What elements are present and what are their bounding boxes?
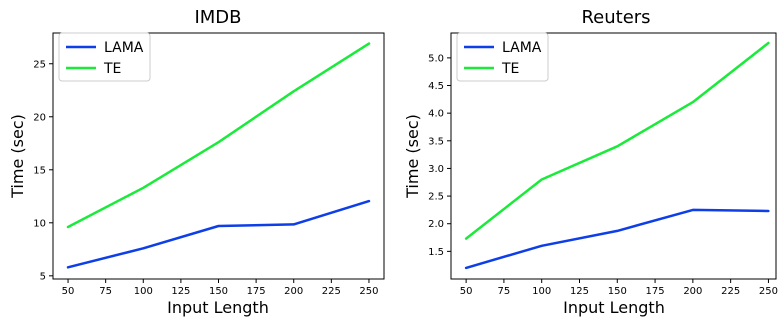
imdb-y-axis-label: Time (sec) bbox=[8, 114, 27, 199]
imdb-y-tick-label: 25 bbox=[33, 59, 46, 70]
reuters-series-te-line bbox=[464, 41, 770, 240]
reuters-y-tick-label: 2.0 bbox=[428, 219, 444, 230]
imdb-x-tick-label: 175 bbox=[247, 286, 266, 297]
imdb-legend-lama-label: LAMA bbox=[104, 40, 144, 56]
reuters-x-tick-label: 175 bbox=[646, 286, 665, 297]
imdb-title: IMDB bbox=[194, 7, 241, 28]
imdb-y-tick-label: 15 bbox=[33, 165, 46, 176]
imdb-x-tick-label: 125 bbox=[171, 286, 190, 297]
reuters-axes-frame bbox=[450, 32, 777, 280]
imdb-legend-te-label: TE bbox=[103, 61, 121, 77]
imdb-series-lama-line bbox=[66, 199, 371, 269]
reuters-x-tick-label: 200 bbox=[683, 286, 702, 297]
reuters-x-tick-label: 75 bbox=[498, 286, 511, 297]
imdb-x-tick-label: 200 bbox=[284, 286, 303, 297]
reuters-y-tick-label: 1.5 bbox=[428, 247, 444, 258]
reuters-x-tick-label: 150 bbox=[608, 286, 627, 297]
imdb-x-tick-label: 75 bbox=[99, 286, 112, 297]
imdb-series-te-line bbox=[66, 42, 371, 229]
reuters-y-tick-label: 3.5 bbox=[428, 136, 444, 147]
imdb-x-tick-label: 225 bbox=[322, 286, 341, 297]
reuters-x-tick-label: 50 bbox=[460, 286, 473, 297]
imdb-x-tick-label: 100 bbox=[134, 286, 153, 297]
reuters-x-tick-label: 125 bbox=[570, 286, 589, 297]
imdb-panel: IMDB 50 75 100 125 150 175 200 225 250510152025 … bbox=[8, 7, 385, 317]
imdb-x-tick-label: 150 bbox=[209, 286, 228, 297]
reuters-x-tick-label: 100 bbox=[532, 286, 551, 297]
reuters-legend-lama-label: LAMA bbox=[502, 40, 542, 56]
reuters-y-tick-label: 3.0 bbox=[428, 164, 444, 175]
imdb-y-tick-label: 5 bbox=[40, 271, 46, 282]
reuters-y-axis-label: Time (sec) bbox=[403, 114, 422, 199]
reuters-title: Reuters bbox=[581, 7, 650, 28]
reuters-panel: Reuters 50 75 100 125 150 175 200 225 250 1.5 2.0 2… bbox=[403, 7, 778, 317]
imdb-legend: LAMA TE bbox=[58, 32, 151, 82]
reuters-y-tick-label: 2.5 bbox=[428, 192, 444, 203]
reuters-legend: LAMA TE bbox=[456, 32, 549, 82]
reuters-x-axis-label: Input Length bbox=[563, 298, 665, 317]
reuters-legend-te-label: TE bbox=[501, 61, 519, 77]
imdb-x-tick-label: 50 bbox=[62, 286, 75, 297]
reuters-y-tick-label: 4.5 bbox=[428, 81, 444, 92]
imdb-y-tick-label: 20 bbox=[33, 112, 46, 123]
imdb-axes-frame bbox=[52, 32, 385, 280]
reuters-y-tick-label: 4.0 bbox=[428, 109, 444, 120]
reuters-y-tick-label: 5.0 bbox=[428, 53, 444, 64]
imdb-plot-area: 50 75 100 125 150 175 200 225 250 5 10 15 20 25 bbox=[33, 42, 379, 297]
reuters-series-lama-line bbox=[464, 208, 770, 270]
reuters-x-tick-label: 250 bbox=[759, 286, 778, 297]
imdb-x-tick-label: 250 bbox=[359, 286, 378, 297]
reuters-x-tick-label: 225 bbox=[721, 286, 740, 297]
imdb-y-tick-label: 10 bbox=[33, 218, 46, 229]
imdb-x-axis-label: Input Length bbox=[167, 298, 269, 317]
reuters-plot-area: 50 75 100 125 150 175 200 225 250 1.5 2.0 2.5 3.0 3.5… bbox=[428, 41, 778, 297]
